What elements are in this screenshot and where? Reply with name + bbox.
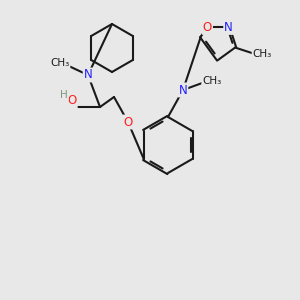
Text: N: N <box>224 21 233 34</box>
Text: O: O <box>123 116 133 128</box>
Text: O: O <box>203 21 212 34</box>
Text: H: H <box>60 90 68 100</box>
Text: N: N <box>84 68 92 82</box>
Text: O: O <box>68 94 76 107</box>
Text: CH₃: CH₃ <box>50 58 70 68</box>
Text: CH₃: CH₃ <box>253 49 272 59</box>
Text: CH₃: CH₃ <box>202 76 221 86</box>
Text: N: N <box>178 83 188 97</box>
